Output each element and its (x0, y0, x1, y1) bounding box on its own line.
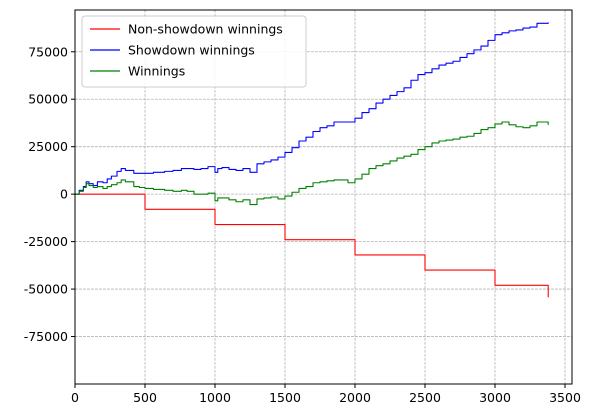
y-tick-label: -50000 (24, 282, 68, 297)
y-tick-label: 50000 (28, 92, 68, 107)
y-tick-label: 25000 (28, 139, 68, 154)
series-line-0 (75, 193, 549, 298)
legend-frame (81, 15, 307, 88)
legend: Non-showdown winnings Showdown winnings Wi… (81, 15, 307, 88)
legend-label: Showdown winnings (128, 43, 255, 58)
x-tick-label: 1000 (199, 390, 231, 405)
x-tick-label: 500 (133, 390, 157, 405)
axis-ticks: 0 500 1000 1500 2000 2500 3000 3500 -75000 -50000… (24, 44, 581, 405)
x-tick-label: 2500 (409, 390, 441, 405)
y-tick-label: -25000 (24, 234, 68, 249)
series-line-2 (75, 121, 549, 206)
x-tick-label: 1500 (269, 390, 301, 405)
series-layer (75, 22, 549, 298)
x-tick-label: 3000 (479, 390, 511, 405)
x-tick-label: 2000 (339, 390, 371, 405)
y-tick-label: 0 (60, 187, 68, 202)
series-line-1 (75, 22, 549, 195)
x-tick-label: 3500 (549, 390, 581, 405)
y-tick-label: -75000 (24, 329, 68, 344)
x-tick-label: 0 (71, 390, 79, 405)
y-tick-label: 75000 (28, 44, 68, 59)
legend-label: Non-showdown winnings (128, 22, 283, 37)
legend-label: Winnings (128, 64, 185, 79)
plot-area-frame (74, 9, 573, 385)
